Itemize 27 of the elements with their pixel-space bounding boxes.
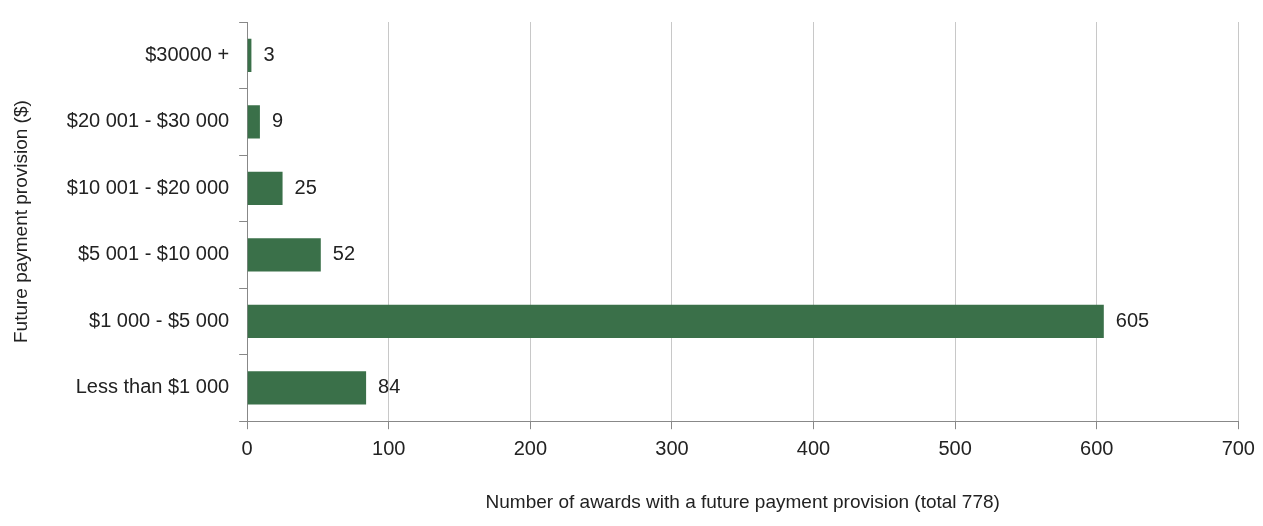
y-tick-label: $5 001 - $10 000 [77,242,230,265]
data-label: 25 [294,175,317,198]
y-tick-label: Less than $1 000 [75,375,230,398]
bar [247,171,283,205]
bar [247,371,367,405]
data-label: 84 [378,375,401,398]
x-tick-label: 100 [372,436,406,459]
data-label: 605 [1115,308,1150,331]
y-tick-label: $1 000 - $5 000 [89,308,230,331]
data-label: 3 [263,42,275,65]
y-tick-label: $10 001 - $20 000 [66,175,230,198]
y-tick-label: $20 001 - $30 000 [66,109,230,132]
x-tick-label: 0 [241,436,253,459]
x-tick-label: 700 [1221,436,1255,459]
x-axis-title: Number of awards with a future payment provision (total 778) [485,490,1000,512]
y-axis-title: Future payment provision ($) [9,100,31,344]
bar [247,304,1104,339]
x-tick-label: 500 [938,436,972,459]
x-tick-label: 300 [655,436,689,459]
bar [247,238,321,272]
data-label: 52 [332,242,356,265]
x-tick-label: 400 [796,436,831,459]
x-tick-label: 200 [513,436,548,459]
y-tick-label: $30000 + [145,42,230,65]
data-label: 9 [271,109,284,132]
x-tick-label: 600 [1080,436,1114,459]
bar [247,105,260,139]
